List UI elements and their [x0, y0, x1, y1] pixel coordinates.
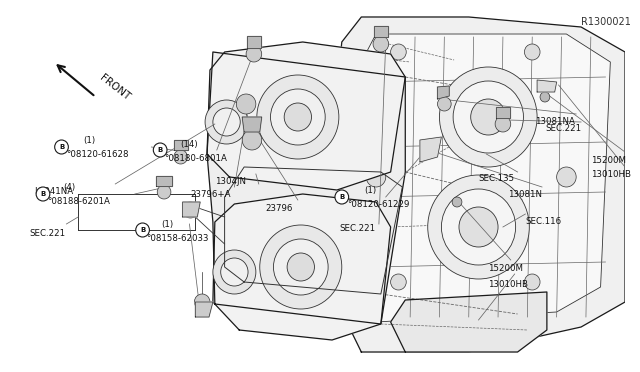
Circle shape [390, 274, 406, 290]
Polygon shape [390, 292, 547, 352]
Polygon shape [420, 137, 442, 162]
Text: (1): (1) [364, 186, 376, 195]
Circle shape [366, 167, 386, 187]
Text: °08120-61229: °08120-61229 [347, 200, 409, 209]
Polygon shape [156, 176, 172, 186]
Circle shape [459, 207, 498, 247]
Circle shape [174, 150, 188, 164]
Text: 1304JN: 1304JN [215, 177, 246, 186]
Circle shape [36, 187, 50, 201]
Circle shape [524, 274, 540, 290]
Polygon shape [213, 194, 390, 340]
Circle shape [246, 46, 262, 62]
Text: B: B [140, 227, 145, 233]
Text: SEC.221: SEC.221 [29, 229, 65, 238]
Circle shape [257, 75, 339, 159]
Polygon shape [247, 36, 260, 48]
Circle shape [54, 140, 68, 154]
Circle shape [154, 143, 167, 157]
Text: SEC.221: SEC.221 [545, 124, 581, 133]
Circle shape [242, 130, 262, 150]
Text: °08180-6801A: °08180-6801A [164, 154, 227, 163]
Polygon shape [207, 52, 405, 324]
Text: °08158-62033: °08158-62033 [147, 234, 209, 243]
Polygon shape [337, 17, 625, 352]
Text: B: B [339, 194, 344, 200]
Circle shape [438, 97, 451, 111]
Polygon shape [207, 42, 405, 190]
Polygon shape [438, 86, 449, 99]
Circle shape [373, 36, 388, 52]
Text: (14): (14) [180, 140, 198, 149]
Circle shape [428, 175, 529, 279]
Circle shape [495, 116, 511, 132]
Circle shape [453, 81, 524, 153]
Circle shape [271, 89, 325, 145]
Text: 23796: 23796 [266, 204, 293, 213]
Text: B: B [157, 147, 163, 153]
Circle shape [524, 44, 540, 60]
Text: 13010HB: 13010HB [488, 280, 528, 289]
Text: B: B [40, 191, 45, 197]
Circle shape [221, 258, 248, 286]
Text: 15200M: 15200M [488, 264, 524, 273]
Text: (1): (1) [161, 220, 173, 229]
Circle shape [284, 103, 312, 131]
Polygon shape [242, 117, 262, 132]
Text: 23796+A: 23796+A [191, 190, 231, 199]
Circle shape [440, 67, 537, 167]
Polygon shape [496, 107, 510, 118]
Text: °08120-61628: °08120-61628 [67, 150, 129, 159]
Circle shape [136, 223, 149, 237]
Text: SEC.116: SEC.116 [525, 217, 561, 226]
Circle shape [182, 202, 198, 218]
Text: SEC.221: SEC.221 [340, 224, 376, 233]
Circle shape [236, 94, 256, 114]
Text: SEC.135: SEC.135 [479, 174, 515, 183]
Text: R1300021: R1300021 [581, 17, 631, 27]
Circle shape [205, 100, 248, 144]
Text: 15200M: 15200M [591, 156, 626, 165]
Circle shape [260, 225, 342, 309]
Polygon shape [374, 26, 388, 37]
Text: (1): (1) [83, 136, 95, 145]
Polygon shape [537, 80, 557, 92]
Text: 13081N: 13081N [508, 190, 542, 199]
Text: L3041NA: L3041NA [34, 187, 74, 196]
Circle shape [390, 44, 406, 60]
Circle shape [273, 239, 328, 295]
Circle shape [157, 185, 171, 199]
Polygon shape [362, 34, 611, 322]
Circle shape [557, 167, 576, 187]
Circle shape [442, 189, 516, 265]
Circle shape [195, 294, 210, 310]
Circle shape [213, 250, 256, 294]
Polygon shape [174, 140, 188, 150]
Text: 13081NA: 13081NA [535, 117, 575, 126]
Circle shape [452, 197, 462, 207]
Polygon shape [195, 302, 213, 317]
Circle shape [540, 92, 550, 102]
Text: B: B [59, 144, 64, 150]
Circle shape [335, 190, 349, 204]
Circle shape [287, 253, 314, 281]
Text: 13010HB: 13010HB [591, 170, 631, 179]
Circle shape [213, 108, 240, 136]
Polygon shape [182, 202, 200, 217]
Text: FRONT: FRONT [98, 73, 132, 102]
Circle shape [470, 99, 506, 135]
Text: °08188-6201A: °08188-6201A [47, 197, 109, 206]
Text: (4): (4) [63, 183, 76, 192]
